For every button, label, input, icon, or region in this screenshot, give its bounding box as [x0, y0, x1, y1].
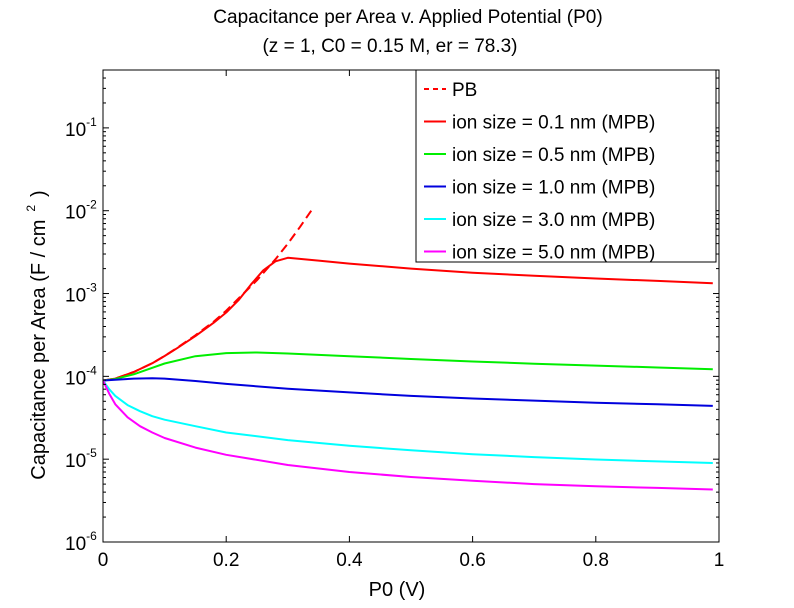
y-tick-label-5: 10-1	[65, 115, 97, 141]
y-tick-label-0: 10-6	[65, 529, 97, 555]
series-line-5	[103, 380, 713, 491]
x-tick-label-0: 0	[98, 550, 109, 571]
y-axis-label-main: Capacitance per Area (F / cm	[28, 220, 50, 480]
series-line-4	[103, 379, 713, 464]
x-tick-label-3: 0.6	[459, 550, 485, 571]
y-tick-label-3: 10-3	[65, 281, 97, 307]
y-tick-label-2: 10-4	[65, 363, 97, 389]
y-axis-label-exponent: 2	[24, 205, 38, 212]
legend-label-4: ion size = 3.0 nm (MPB)	[452, 210, 655, 231]
chart-subtitle: (z = 1, C0 = 0.15 M, er = 78.3)	[262, 36, 517, 57]
legend-label-1: ion size = 0.1 nm (MPB)	[452, 113, 655, 134]
x-tick-label-4: 0.8	[583, 550, 609, 571]
legend-label-5: ion size = 5.0 nm (MPB)	[452, 243, 655, 264]
x-tick-label-5: 1	[714, 550, 725, 571]
x-axis-label: P0 (V)	[369, 579, 426, 601]
legend: PB ion size = 0.1 nm (MPB) ion size = 0.5 …	[415, 69, 717, 264]
series-line-3	[103, 377, 713, 407]
series-line-2	[103, 351, 713, 382]
series-layer	[103, 208, 713, 491]
legend-label-3: ion size = 1.0 nm (MPB)	[452, 178, 655, 199]
chart-title: Capacitance per Area v. Applied Potentia…	[213, 7, 602, 28]
y-tick-label-1: 10-5	[65, 446, 97, 472]
ticks-layer: 0 0.2 0.4 0.6 0.8 1 10-6 10-5 10-4 10-3 10-2 10-1	[65, 69, 725, 571]
x-tick-label-2: 0.4	[336, 550, 363, 571]
legend-box	[415, 69, 717, 263]
x-tick-label-1: 0.2	[213, 550, 239, 571]
legend-label-2: ion size = 0.5 nm (MPB)	[452, 145, 655, 166]
series-line-1	[103, 256, 713, 382]
legend-label-0: PB	[452, 80, 477, 101]
y-axis-label-close: )	[28, 190, 50, 197]
y-axis-label: Capacitance per Area (F / cm 2)	[24, 190, 50, 479]
y-tick-label-4: 10-2	[65, 198, 97, 224]
